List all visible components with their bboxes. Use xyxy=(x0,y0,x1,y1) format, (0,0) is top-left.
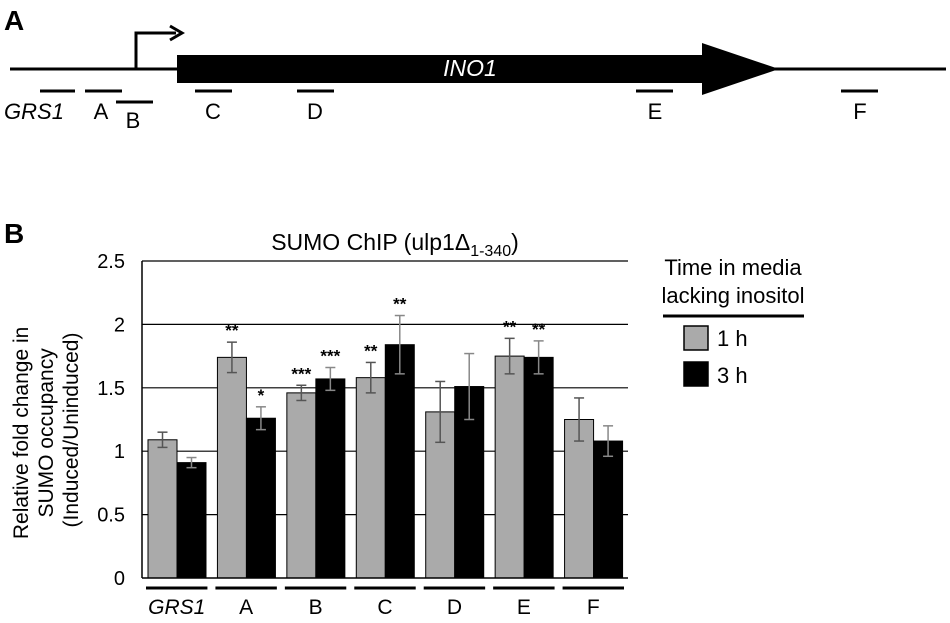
region-label-b: B xyxy=(126,108,141,133)
y-tick-label: 1.5 xyxy=(97,378,125,400)
gene-arrow xyxy=(177,43,779,95)
x-tick-label: F xyxy=(587,596,600,619)
bar-3h xyxy=(176,462,207,579)
panel-a-label: A xyxy=(4,5,24,36)
significance-labels: ********* ****** ** xyxy=(225,295,545,405)
y-tick-label: 0.5 xyxy=(97,505,125,527)
significance-label: * xyxy=(258,386,265,405)
significance-label: ** xyxy=(225,321,239,340)
bar-1h xyxy=(216,356,247,579)
bar-1h xyxy=(564,419,595,579)
legend: Time in media lacking inositol 1 h 3 h xyxy=(661,255,804,388)
legend-label-1h: 1 h xyxy=(717,326,748,351)
significance-label: ** xyxy=(532,320,546,339)
panel-b-label: B xyxy=(4,218,24,249)
bar-3h xyxy=(523,356,554,579)
x-tick-label: D xyxy=(447,596,462,619)
x-tick-label: B xyxy=(309,596,323,619)
bar-1h xyxy=(286,392,317,579)
bar-3h xyxy=(315,378,346,579)
y-tick-label: 0 xyxy=(114,568,125,590)
error-bars xyxy=(157,314,614,469)
region-label-e: E xyxy=(648,99,663,124)
transcription-start-arrow-icon xyxy=(134,24,185,69)
region-label-grs1: GRS1 xyxy=(4,99,64,124)
significance-label: ** xyxy=(364,341,378,360)
y-axis-label-line-2: SUMO occupancy xyxy=(35,348,58,518)
panel-a: A INO1 GRS1 A B C D E F xyxy=(4,5,946,133)
significance-label: ** xyxy=(393,295,407,314)
chart-title-main: SUMO ChIP (ulp1Δ xyxy=(271,229,470,255)
bar-1h xyxy=(355,377,386,579)
x-tick-label: GRS1 xyxy=(148,596,205,619)
y-tick-label: 2 xyxy=(114,314,125,336)
y-tick-label: 1 xyxy=(114,441,125,463)
y-tick-labels: 0 0.5 1 1.5 2 2.5 xyxy=(97,251,125,590)
bar-3h xyxy=(384,344,415,579)
x-tick-label: C xyxy=(377,596,392,619)
region-label-d: D xyxy=(307,99,323,124)
legend-title-line-2: lacking inositol xyxy=(661,283,804,308)
y-tick-label: 2.5 xyxy=(97,251,125,273)
significance-label: *** xyxy=(291,364,311,383)
region-label-a: A xyxy=(94,99,109,124)
legend-swatch-1h xyxy=(683,325,709,351)
legend-title-line-1: Time in media xyxy=(664,255,802,280)
legend-swatch-3h xyxy=(683,361,709,387)
panel-b: B SUMO ChIP (ulp1Δ1-340) Relative fold c… xyxy=(4,218,805,619)
chart-title: SUMO ChIP (ulp1Δ1-340) xyxy=(271,229,519,260)
chart-title-subscript: 1-340 xyxy=(470,243,511,260)
bars xyxy=(147,344,624,579)
region-label-f: F xyxy=(853,99,866,124)
bar-3h xyxy=(245,417,276,579)
x-tick-label: A xyxy=(239,596,253,619)
y-axis-label-line-1: Relative fold change in xyxy=(10,327,33,539)
legend-label-3h: 3 h xyxy=(717,363,748,388)
gene-name: INO1 xyxy=(443,55,497,81)
y-axis-label-line-3: (Induced/Uninduced) xyxy=(60,333,83,528)
significance-label: *** xyxy=(320,347,340,366)
y-axis-label: Relative fold change in SUMO occupancy (… xyxy=(10,321,83,539)
bar-3h xyxy=(593,440,624,579)
significance-label: ** xyxy=(503,317,517,336)
chart-title-end: ) xyxy=(511,229,519,255)
bar-1h xyxy=(494,355,525,579)
region-label-c: C xyxy=(205,99,221,124)
x-category-labels: GRS1 A B C D E F xyxy=(146,586,624,619)
x-tick-label: E xyxy=(517,596,531,619)
bar-1h xyxy=(147,439,178,579)
